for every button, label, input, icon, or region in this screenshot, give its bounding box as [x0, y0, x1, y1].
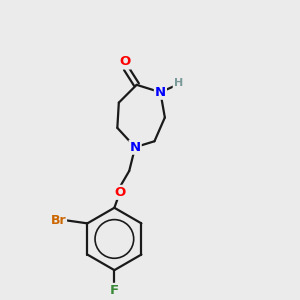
Text: O: O [119, 56, 130, 68]
Text: N: N [155, 86, 166, 99]
Text: H: H [174, 78, 183, 88]
Text: F: F [110, 284, 119, 297]
Text: Br: Br [50, 214, 66, 227]
Text: N: N [130, 141, 141, 154]
Text: O: O [115, 186, 126, 199]
